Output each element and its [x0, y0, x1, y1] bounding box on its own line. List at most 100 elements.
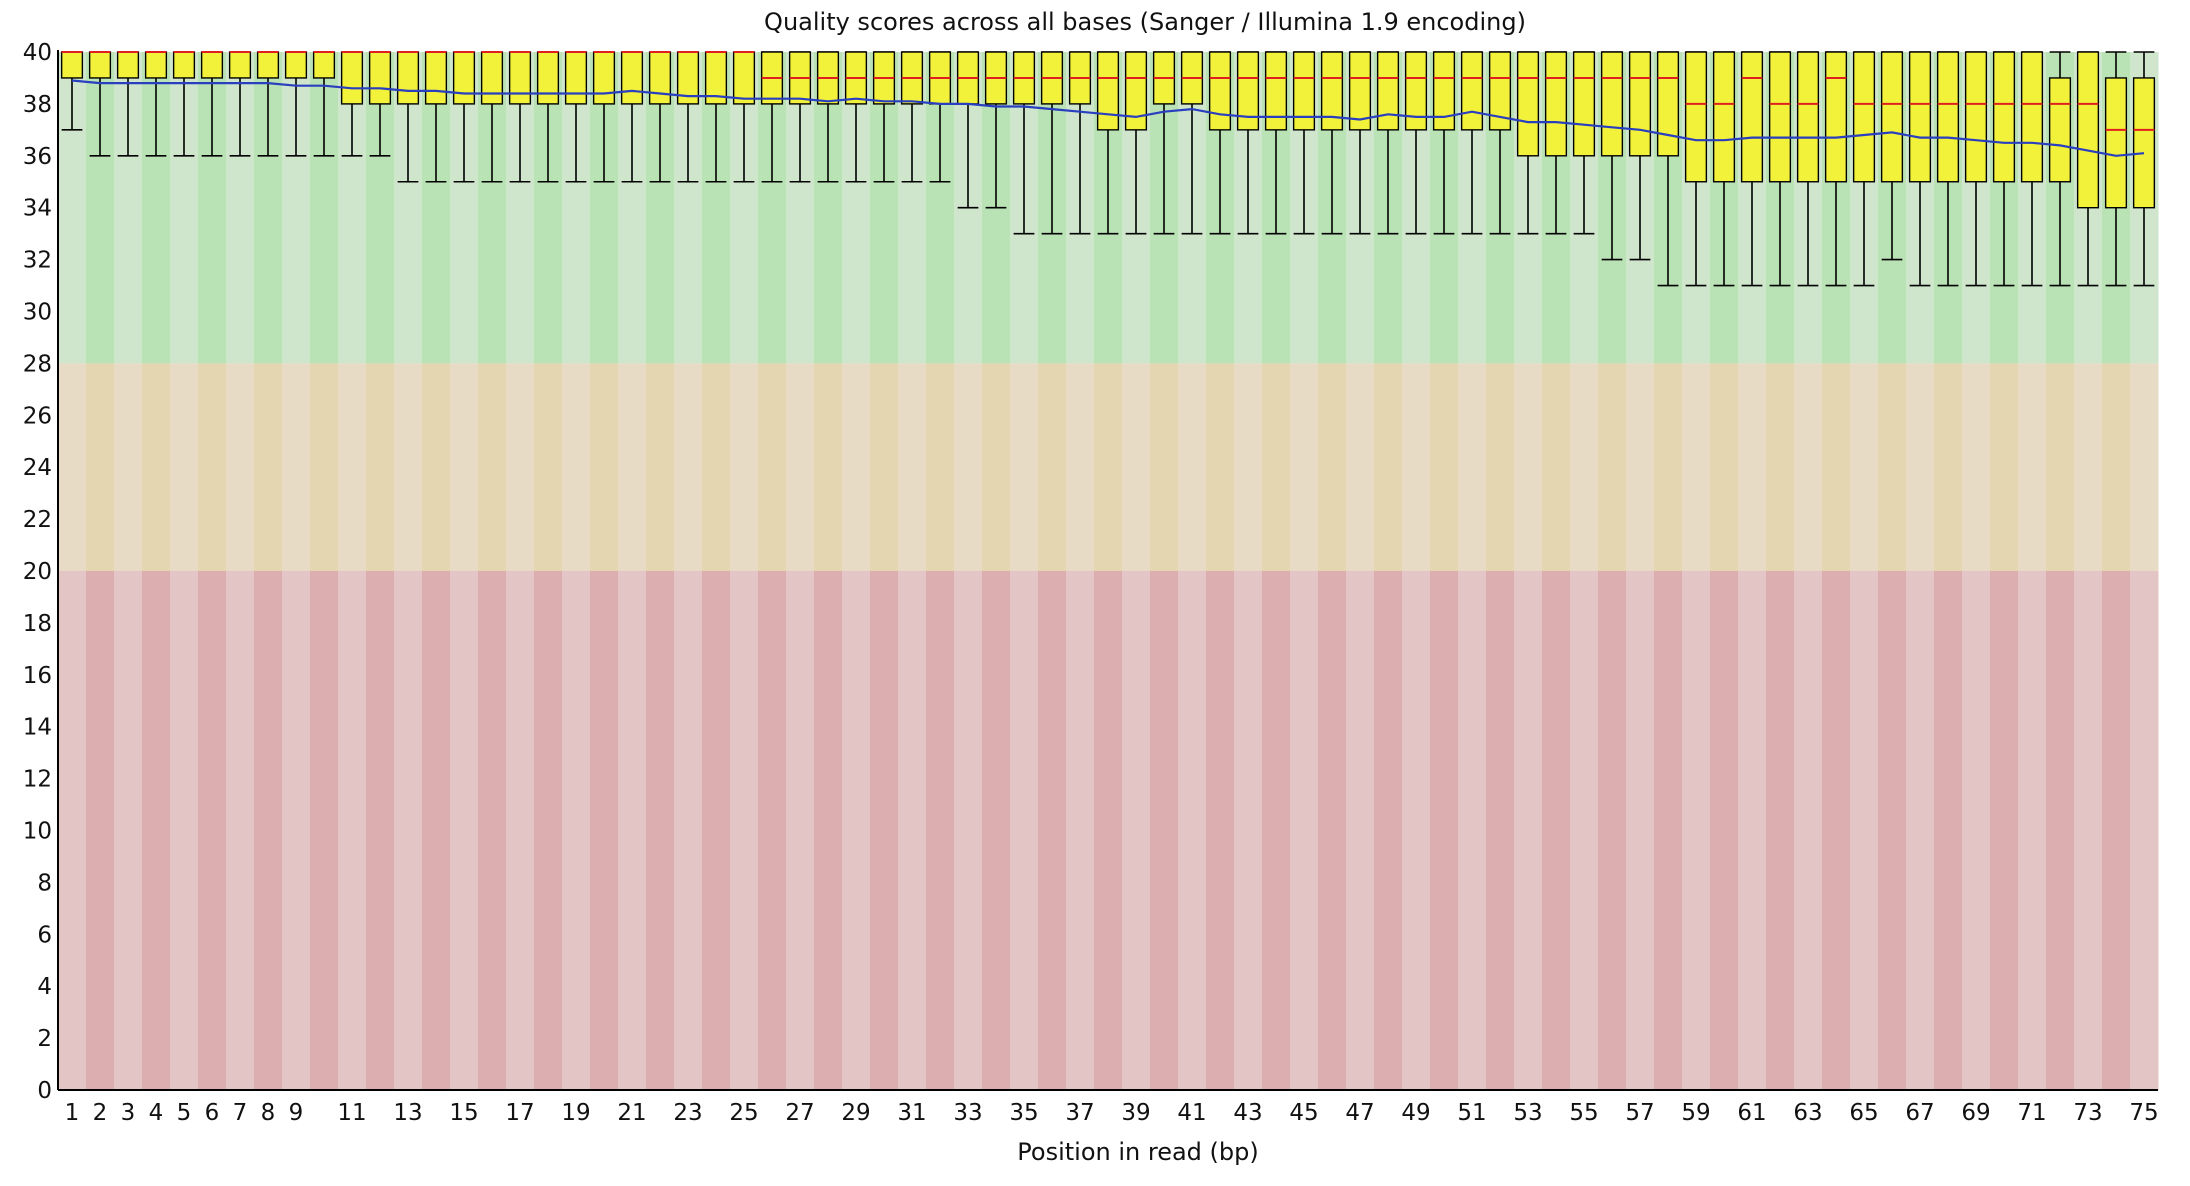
zone-warn-band — [1906, 363, 1935, 571]
x-tick-label: 21 — [617, 1100, 646, 1126]
box-position-22 — [648, 51, 672, 183]
x-tick-label: 75 — [2129, 1100, 2158, 1126]
zone-bad-band — [1654, 571, 1683, 1090]
box-position-56 — [1600, 51, 1624, 261]
zone-warn-band — [1682, 363, 1711, 571]
zone-warn-band — [618, 363, 647, 571]
zone-warn-band — [814, 363, 843, 571]
zone-bad-band — [282, 571, 311, 1090]
iqr-box — [1460, 51, 1484, 131]
iqr-box — [1124, 51, 1148, 131]
zone-warn-band — [1290, 363, 1319, 571]
x-tick-label: 69 — [1961, 1100, 1990, 1126]
box-position-74 — [2104, 51, 2128, 287]
zone-warn-band — [730, 363, 759, 571]
box-plots — [60, 51, 2156, 287]
box-position-44 — [1264, 51, 1288, 235]
x-tick-label: 9 — [289, 1100, 304, 1126]
zone-warn-band — [1990, 363, 2019, 571]
x-tick-label: 73 — [2073, 1100, 2102, 1126]
box-position-50 — [1432, 51, 1456, 235]
zone-warn-band — [702, 363, 731, 571]
iqr-box — [1880, 51, 1904, 183]
iqr-box — [2076, 51, 2100, 209]
iqr-box — [1264, 51, 1288, 131]
y-tick-label: 10 — [23, 819, 52, 845]
zone-bad-band — [1962, 571, 1991, 1090]
x-tick-label: 5 — [177, 1100, 192, 1126]
box-position-23 — [676, 51, 700, 183]
x-tick-label: 53 — [1513, 1100, 1542, 1126]
iqr-box — [116, 51, 140, 79]
x-tick-label: 43 — [1233, 1100, 1262, 1126]
zone-bad-band — [1710, 571, 1739, 1090]
zone-warn-band — [786, 363, 815, 571]
zone-warn-band — [310, 363, 339, 571]
iqr-box — [1516, 51, 1540, 157]
box-position-15 — [452, 51, 476, 183]
box-position-51 — [1460, 51, 1484, 235]
zone-bad-band — [1990, 571, 2019, 1090]
zone-warn-band — [338, 363, 367, 571]
iqr-box — [1964, 51, 1988, 183]
zone-warn-band — [226, 363, 255, 571]
box-position-5 — [172, 51, 196, 157]
mean-line-group — [71, 79, 2145, 157]
box-position-9 — [284, 51, 308, 157]
zone-bad-band — [170, 571, 199, 1090]
x-axis-label: Position in read (bp) — [1017, 1138, 1258, 1166]
zone-bad-band — [394, 571, 423, 1090]
zone-bad-band — [674, 571, 703, 1090]
box-position-19 — [564, 51, 588, 183]
box-position-38 — [1096, 51, 1120, 235]
y-tick-label: 16 — [23, 663, 52, 689]
x-tick-label: 57 — [1625, 1100, 1654, 1126]
iqr-box — [2104, 77, 2128, 209]
zone-warn-band — [86, 363, 115, 571]
box-position-49 — [1404, 51, 1428, 235]
zone-bad-band — [450, 571, 479, 1090]
zone-bad-band — [1458, 571, 1487, 1090]
box-position-12 — [368, 51, 392, 157]
zone-warn-band — [1626, 363, 1655, 571]
box-position-4 — [144, 51, 168, 157]
box-position-30 — [872, 51, 896, 183]
y-tick-label: 0 — [37, 1078, 52, 1104]
zone-bad-band — [1094, 571, 1123, 1090]
iqr-box — [284, 51, 308, 79]
zone-bad-band — [1822, 571, 1851, 1090]
zone-bad-band — [870, 571, 899, 1090]
zone-warn-band — [1318, 363, 1347, 571]
zone-bad-band — [842, 571, 871, 1090]
zone-warn-band — [114, 363, 143, 571]
zone-bad-band — [310, 571, 339, 1090]
box-position-39 — [1124, 51, 1148, 235]
x-tick-label: 47 — [1345, 1100, 1374, 1126]
iqr-box — [1992, 51, 2016, 183]
y-tick-label: 26 — [23, 403, 52, 429]
box-position-3 — [116, 51, 140, 157]
zone-bad-band — [506, 571, 535, 1090]
box-position-31 — [900, 51, 924, 183]
zone-warn-band — [1878, 363, 1907, 571]
box-position-37 — [1068, 51, 1092, 235]
iqr-box — [200, 51, 224, 79]
x-tick-label: 55 — [1569, 1100, 1598, 1126]
zone-bad-band — [534, 571, 563, 1090]
box-position-1 — [60, 51, 84, 131]
box-position-28 — [816, 51, 840, 183]
zone-warn-band — [982, 363, 1011, 571]
box-position-67 — [1908, 51, 1932, 287]
zone-bad-band — [1542, 571, 1571, 1090]
iqr-box — [1852, 51, 1876, 183]
iqr-box — [60, 51, 84, 79]
y-tick-label: 6 — [37, 922, 52, 948]
zone-warn-band — [1122, 363, 1151, 571]
zone-bad-band — [982, 571, 1011, 1090]
zone-warn-band — [1850, 363, 1879, 571]
box-position-20 — [592, 51, 616, 183]
box-position-17 — [508, 51, 532, 183]
zone-warn-band — [1570, 363, 1599, 571]
y-tick-label: 2 — [37, 1026, 52, 1052]
